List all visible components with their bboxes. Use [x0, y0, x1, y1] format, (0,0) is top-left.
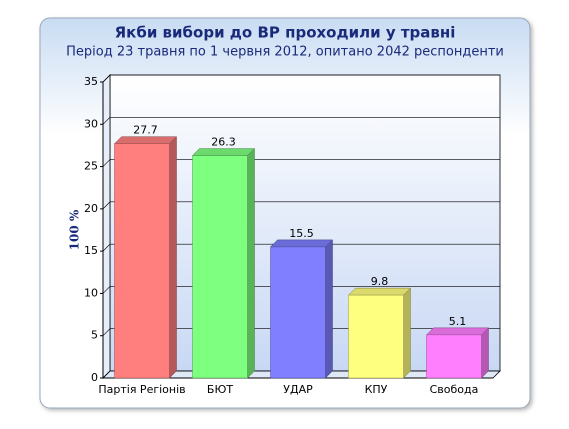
grid-line [102, 116, 500, 125]
value-label: 27.7 [133, 124, 158, 137]
y-tick-label: 20 [84, 202, 98, 215]
y-tick-label: 15 [84, 244, 98, 257]
value-label: 15.5 [289, 227, 314, 240]
bar [270, 246, 326, 379]
bar-side [325, 239, 333, 379]
bar [114, 143, 170, 379]
value-label: 5.1 [449, 315, 467, 328]
grid-line [102, 74, 500, 83]
bar-top [113, 136, 178, 144]
y-tick-label: 25 [84, 160, 98, 173]
y-axis-label: 100 % [68, 209, 82, 250]
bar [348, 294, 404, 379]
y-tick-label: 35 [84, 75, 98, 88]
y-tick-label: 30 [84, 117, 98, 130]
grid-line [102, 159, 500, 167]
x-tick-label: Партія Регіонів [98, 383, 185, 396]
bar-side [403, 287, 411, 379]
grid-line [102, 201, 500, 210]
bar-top [269, 239, 334, 248]
x-tick-label: КПУ [365, 383, 388, 396]
bar-side [481, 327, 489, 379]
y-tick-label: 0 [91, 371, 98, 384]
value-label: 9.8 [371, 275, 389, 288]
chart-subtitle: Період 23 травня по 1 червня 2012, опита… [66, 45, 504, 60]
bar [192, 155, 248, 379]
x-tick-label: УДАР [283, 383, 313, 396]
bar-side [169, 136, 177, 379]
bar [426, 334, 482, 379]
bar-top [425, 327, 490, 336]
bar-top [191, 148, 256, 156]
y-tick-label: 10 [84, 286, 98, 299]
value-label: 26.3 [211, 136, 236, 149]
x-tick-label: БЮТ [207, 383, 233, 396]
y-tick-label: 5 [91, 329, 98, 342]
grid-line [102, 286, 500, 294]
bar-top [347, 287, 412, 296]
x-tick-label: Свобода [430, 383, 479, 396]
chart-title: Якби вибори до ВР проходили у травні [115, 24, 456, 42]
grid-line [102, 243, 500, 252]
bar-side [247, 147, 255, 379]
